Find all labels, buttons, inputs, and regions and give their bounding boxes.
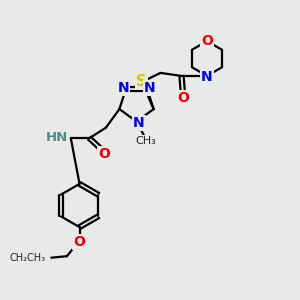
Text: O: O xyxy=(178,91,190,105)
Text: O: O xyxy=(201,34,213,47)
Text: N: N xyxy=(144,81,155,95)
Text: N: N xyxy=(133,116,145,130)
Text: O: O xyxy=(98,147,110,161)
Text: N: N xyxy=(118,81,129,95)
Text: N: N xyxy=(201,70,213,83)
Text: CH₂CH₃: CH₂CH₃ xyxy=(10,253,46,263)
Text: HN: HN xyxy=(46,131,68,144)
Text: CH₃: CH₃ xyxy=(136,136,157,146)
Text: S: S xyxy=(136,74,147,89)
Text: O: O xyxy=(74,235,86,249)
